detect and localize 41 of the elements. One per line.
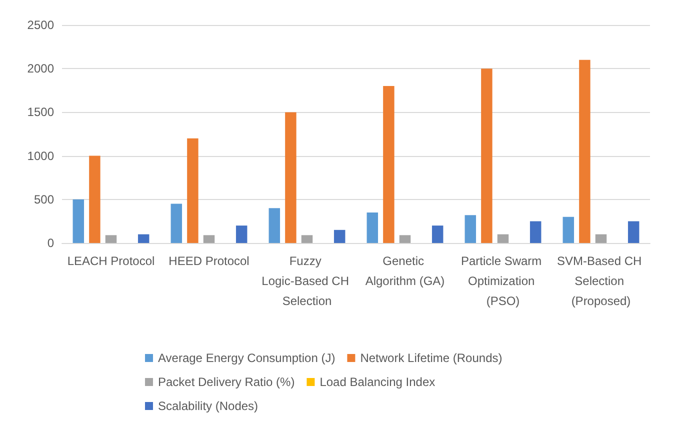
bar: [105, 235, 117, 243]
bar: [334, 230, 346, 243]
bar: [481, 68, 492, 243]
bar: [72, 199, 84, 243]
bar: [187, 138, 198, 243]
x-tick-label: Particle Swarm Optimization (PSO): [460, 254, 546, 308]
x-tick-label: Fuzzy Logic-Based CH Selection: [262, 254, 352, 308]
y-tick-label: 2000: [27, 62, 54, 76]
legend-label: Packet Delivery Ratio (%): [158, 375, 295, 389]
bar: [89, 156, 100, 243]
legend-label: Scalability (Nodes): [158, 399, 258, 413]
bar: [383, 86, 394, 243]
x-tick-label: HEED Protocol: [168, 254, 250, 268]
y-tick-label: 1000: [27, 148, 54, 163]
bar: [170, 204, 182, 243]
x-tick-label: SVM-Based CH Selection (Proposed): [556, 254, 646, 308]
bar: [366, 212, 378, 243]
bar: [464, 215, 476, 243]
bar: [285, 112, 296, 243]
y-tick-label: 0: [47, 236, 54, 250]
bar: [138, 234, 150, 243]
bar: [579, 60, 590, 243]
y-tick-label: 1500: [27, 105, 54, 120]
bar: [399, 235, 411, 243]
legend-label: Network Lifetime (Rounds): [360, 351, 502, 365]
bar: [432, 226, 444, 243]
bar: [595, 234, 607, 243]
legend-label: Average Energy Consumption (J): [158, 351, 336, 365]
bar: [497, 234, 509, 243]
bar: [562, 216, 574, 243]
y-tick-label: 2500: [27, 18, 54, 32]
bar: [628, 221, 640, 243]
x-tick-label: Genetic Algorithm (GA): [365, 254, 445, 288]
bar: [268, 208, 280, 243]
bar: [236, 226, 248, 243]
bar: [301, 235, 313, 243]
bar: [530, 221, 542, 243]
x-tick-label: LEACH Protocol: [67, 254, 155, 268]
bar: [203, 235, 215, 243]
y-tick-label: 500: [34, 192, 54, 206]
legend-label: Load Balancing Index: [320, 375, 436, 389]
